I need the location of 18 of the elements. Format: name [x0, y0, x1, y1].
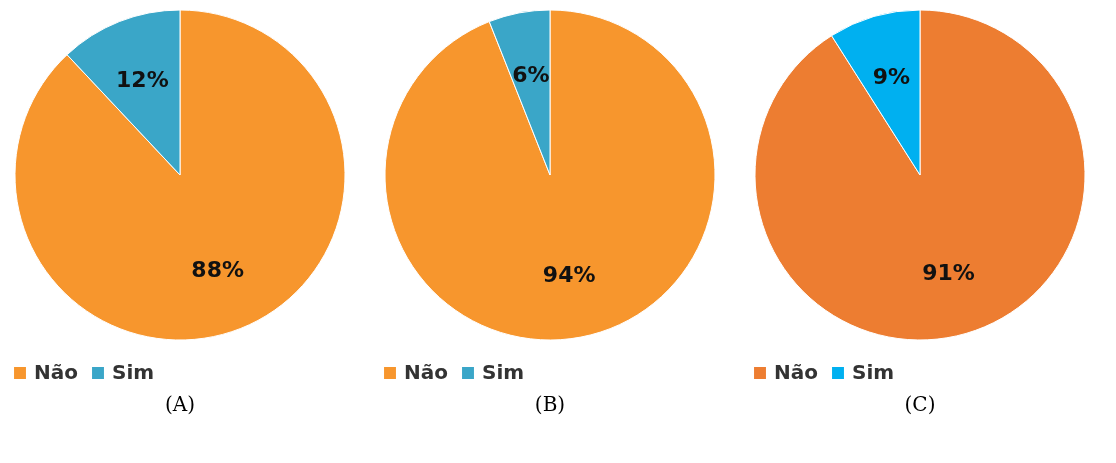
- data-label: 88%: [191, 257, 244, 283]
- data-label: 94%: [542, 262, 596, 288]
- data-label: 91%: [922, 260, 975, 286]
- legend-label: Sim: [852, 360, 895, 384]
- pie-slice: [754, 9, 1086, 341]
- text: (B): [534, 392, 566, 416]
- legend-label: Não: [774, 360, 818, 384]
- data-label: 9%: [872, 63, 911, 89]
- legend-label: Sim: [482, 360, 525, 384]
- text: (A): [164, 392, 196, 416]
- legend-label: Sim: [112, 360, 155, 384]
- data-label: 6%: [512, 61, 550, 87]
- pie-slice: [384, 9, 716, 341]
- pie-slice: [14, 9, 346, 341]
- data-label: 12%: [116, 66, 169, 92]
- legend-label: Não: [34, 360, 78, 384]
- text: (C): [904, 392, 936, 416]
- legend-label: Não: [404, 360, 448, 384]
